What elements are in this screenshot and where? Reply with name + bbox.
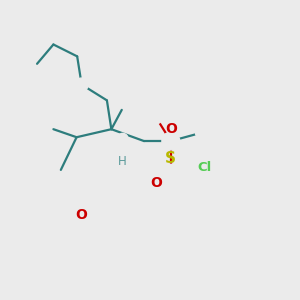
Circle shape: [164, 164, 177, 177]
Text: O: O: [76, 208, 88, 222]
Circle shape: [75, 78, 88, 91]
Text: O: O: [150, 176, 162, 190]
Circle shape: [149, 111, 163, 124]
Text: O: O: [165, 122, 177, 136]
Circle shape: [162, 132, 180, 150]
Text: Cl: Cl: [198, 161, 212, 174]
Text: S: S: [165, 152, 176, 166]
Circle shape: [117, 134, 128, 144]
Text: H: H: [118, 155, 127, 168]
Circle shape: [196, 123, 214, 142]
